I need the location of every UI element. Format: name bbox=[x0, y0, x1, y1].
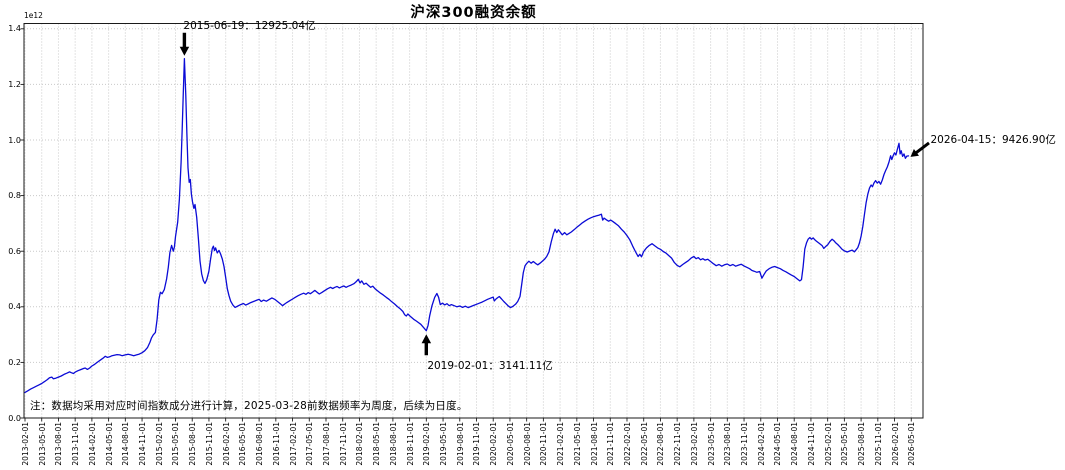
x-tick-label: 2026-05-01 bbox=[907, 422, 917, 466]
x-tick-label: 2022-11-01 bbox=[673, 422, 683, 466]
x-tick-label: 2015-11-01 bbox=[204, 422, 214, 466]
x-tick-label: 2018-11-01 bbox=[405, 422, 415, 466]
x-tick-label: 2022-02-01 bbox=[622, 422, 632, 466]
annotation-latest-2026: 2026-04-15：9426.90亿 bbox=[930, 134, 1056, 147]
x-tick-label: 2022-08-01 bbox=[656, 422, 666, 466]
x-tick-label: 2025-08-01 bbox=[857, 422, 867, 466]
x-tick-label: 2019-05-01 bbox=[439, 422, 449, 466]
x-tick-label: 2023-08-01 bbox=[723, 422, 733, 466]
x-tick-label: 2024-11-01 bbox=[806, 422, 816, 466]
chart-title: 沪深300融资余额 bbox=[410, 5, 537, 21]
axes-frame bbox=[23, 23, 924, 419]
x-tick-label: 2015-05-01 bbox=[171, 422, 181, 466]
x-tick-label: 2019-08-01 bbox=[455, 422, 465, 466]
x-tick-label: 2020-05-01 bbox=[505, 422, 515, 466]
x-tick-label: 2024-05-01 bbox=[773, 422, 783, 466]
x-tick-label: 2020-08-01 bbox=[522, 422, 532, 466]
x-tick-label: 2014-11-01 bbox=[138, 422, 148, 466]
y-tick-label: 0.4 bbox=[8, 302, 21, 312]
x-tick-label: 2013-08-01 bbox=[54, 422, 64, 466]
x-tick-label: 2013-05-01 bbox=[37, 422, 47, 466]
x-tick-label: 2013-02-01 bbox=[21, 422, 30, 466]
x-tick-label: 2020-02-01 bbox=[489, 422, 499, 466]
y-tick-label: 0.0 bbox=[8, 413, 21, 423]
annotation-trough-2019: 2019-02-01：3141.11亿 bbox=[427, 359, 553, 372]
latest-arrow-icon bbox=[910, 141, 930, 157]
x-tick-label: 2023-02-01 bbox=[689, 422, 699, 466]
x-tick-label: 2025-11-01 bbox=[873, 422, 883, 466]
x-tick-label: 2013-11-01 bbox=[71, 422, 81, 466]
y-tick-label: 1.4 bbox=[8, 24, 21, 34]
x-tick-label: 2017-08-01 bbox=[321, 422, 331, 466]
x-tick-label: 2015-08-01 bbox=[188, 422, 198, 466]
x-tick-label: 2014-08-01 bbox=[121, 422, 131, 466]
x-tick-label: 2024-08-01 bbox=[790, 422, 800, 466]
x-tick-label: 2023-05-01 bbox=[706, 422, 716, 466]
x-tick-label: 2021-05-01 bbox=[572, 422, 582, 466]
x-tick-label: 2018-05-01 bbox=[372, 422, 382, 466]
x-tick-label: 2014-05-01 bbox=[104, 422, 114, 466]
y-tick-label: 1.2 bbox=[8, 79, 21, 89]
peak-arrow-icon bbox=[179, 32, 190, 56]
x-tick-label: 2025-05-01 bbox=[840, 422, 850, 466]
x-tick-label: 2025-02-01 bbox=[823, 422, 833, 466]
x-tick-label: 2018-08-01 bbox=[388, 422, 398, 466]
footnote: 注：数据均采用对应时间指数成分进行计算，2025-03-28前数据频率为周度，后… bbox=[30, 400, 468, 412]
x-tick-label: 2018-02-01 bbox=[355, 422, 365, 466]
y-tick-label: 0.2 bbox=[8, 357, 21, 367]
x-tick-label: 2021-08-01 bbox=[589, 422, 599, 466]
x-tick-label: 2020-11-01 bbox=[539, 422, 549, 466]
x-tick-label: 2017-05-01 bbox=[305, 422, 315, 466]
x-tick-label: 2016-02-01 bbox=[221, 422, 231, 466]
x-tick-label: 2017-02-01 bbox=[288, 422, 298, 466]
y-tick-label: 1.0 bbox=[8, 135, 21, 145]
y-tick-label: 0.8 bbox=[8, 191, 21, 201]
x-tick-label: 2019-11-01 bbox=[472, 422, 482, 466]
x-tick-label: 2026-02-01 bbox=[890, 422, 900, 466]
x-tick-label: 2017-11-01 bbox=[338, 422, 348, 466]
x-tick-label: 2022-05-01 bbox=[639, 422, 649, 466]
x-tick-label: 2019-02-01 bbox=[422, 422, 432, 466]
x-tick-label: 2023-11-01 bbox=[740, 422, 750, 466]
x-tick-label: 2014-02-01 bbox=[87, 422, 97, 466]
trough-arrow-icon bbox=[421, 334, 432, 356]
y-axis-offset-label: 1e12 bbox=[24, 11, 43, 20]
y-tick-label: 0.6 bbox=[8, 246, 21, 256]
x-tick-label: 2015-02-01 bbox=[154, 422, 164, 466]
x-tick-label: 2024-02-01 bbox=[756, 422, 766, 466]
margin-balance-line bbox=[24, 58, 910, 394]
x-tick-label: 2016-05-01 bbox=[238, 422, 248, 466]
x-tick-label: 2016-11-01 bbox=[271, 422, 281, 466]
x-tick-label: 2021-11-01 bbox=[606, 422, 616, 466]
x-tick-label: 2021-02-01 bbox=[556, 422, 566, 466]
annotation-peak-2015: 2015-06-19：12925.04亿 bbox=[183, 20, 316, 33]
x-tick-label: 2016-08-01 bbox=[255, 422, 265, 466]
